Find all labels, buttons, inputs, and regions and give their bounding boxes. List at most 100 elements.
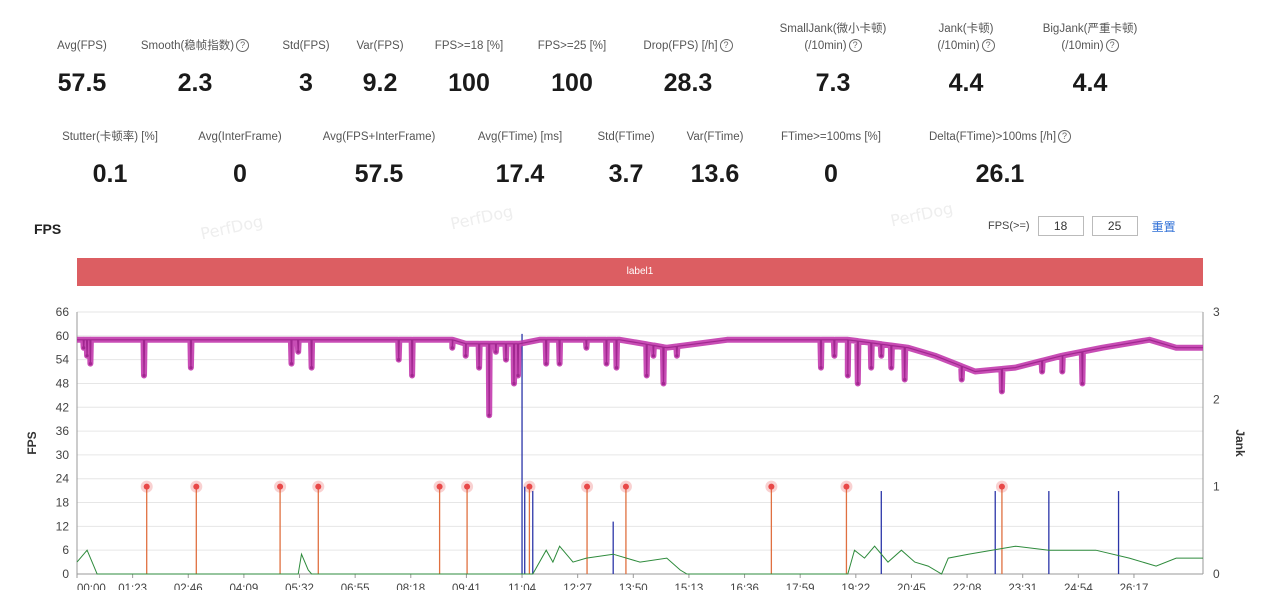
metric-std-ftime: Std(FTime) 3.7 — [588, 129, 664, 189]
metric-label: BigJank(严重卡顿) — [1042, 23, 1138, 35]
metric-value: 13.6 — [690, 160, 740, 188]
help-icon[interactable]: ? — [1058, 130, 1072, 144]
metric-small-jank: SmallJank(微小卡顿) (/10min)? 7.3 — [760, 21, 906, 98]
bigjank-marker — [277, 483, 284, 490]
metric-ftime-100ms: FTime>=100ms [%] 0 — [766, 129, 896, 189]
y2-tick-label: 2 — [1213, 392, 1220, 406]
y2-tick-label: 3 — [1213, 305, 1220, 319]
fps-dip-point — [661, 381, 666, 386]
y-tick-label: 42 — [56, 400, 70, 414]
x-tick-label: 23:31 — [1008, 583, 1037, 590]
help-icon[interactable]: ? — [719, 39, 733, 53]
fps-dip-point — [604, 362, 609, 366]
y-tick-label: 66 — [56, 305, 70, 319]
metric-label: Delta(FTime)>100ms [/h] — [928, 131, 1057, 143]
y-tick-label: 36 — [56, 424, 70, 438]
x-tick-label: 26:17 — [1120, 583, 1149, 590]
metric-value: 4.4 — [948, 69, 984, 97]
metric-avg-interframe: Avg(InterFrame) 0 — [184, 129, 296, 189]
fps-dip-point — [516, 373, 520, 378]
x-tick-label: 01:23 — [118, 583, 147, 590]
x-tick-label: 22:08 — [953, 583, 982, 590]
metric-label-unit: (/10min) — [1061, 40, 1104, 52]
metric-value: 0 — [824, 160, 838, 188]
metric-label: FPS>=18 [%] — [434, 40, 504, 52]
fps-dip-point — [450, 346, 454, 350]
metric-value: 2.3 — [177, 69, 213, 97]
metric-value: 28.3 — [663, 69, 713, 97]
section-title: FPS — [34, 221, 62, 237]
fps-dip-point — [889, 365, 893, 370]
help-icon[interactable]: ? — [236, 39, 250, 53]
label-bar[interactable]: label1 — [77, 258, 1203, 286]
metric-label: Stutter(卡顿率) [%] — [62, 131, 158, 143]
y2-axis-label: Jank — [1233, 429, 1247, 457]
fps-dip-point — [289, 362, 294, 366]
metric-label-unit: (/10min) — [804, 40, 847, 52]
metric-label: Avg(FPS) — [57, 40, 107, 52]
fps-dip-point — [584, 346, 588, 350]
fps-dip-point — [675, 354, 679, 358]
fps-line — [77, 339, 1203, 416]
help-icon[interactable]: ? — [1105, 39, 1119, 53]
x-tick-label: 17:59 — [786, 583, 815, 590]
fps-dip-point — [464, 354, 468, 358]
fps-dip-point — [504, 358, 508, 362]
y2-tick-label: 0 — [1213, 567, 1220, 581]
x-tick-label: 11:04 — [508, 583, 537, 590]
metric-label: Var(FPS) — [356, 40, 404, 52]
watermark-3: PerfDog — [888, 198, 955, 231]
x-tick-label: 05:32 — [285, 583, 314, 590]
metric-std-fps: Std(FPS) 3 — [274, 38, 338, 98]
fps-dip-point — [651, 354, 656, 358]
fps-dip-point — [544, 362, 548, 366]
y-tick-label: 6 — [62, 543, 69, 557]
reset-button[interactable]: 重置 — [1151, 219, 1176, 234]
fps-dip-point — [960, 377, 964, 382]
fps-threshold-input-2[interactable]: 25 — [1091, 216, 1138, 236]
metric-value: 0 — [233, 160, 247, 188]
metric-value: 100 — [551, 69, 593, 97]
y-tick-label: 60 — [56, 329, 70, 343]
x-tick-label: 15:13 — [675, 583, 704, 590]
fps-dip-point — [1000, 389, 1004, 393]
metric-label-unit: (/10min) — [937, 40, 980, 52]
fps-dip-point — [869, 365, 873, 370]
metric-label: SmallJank(微小卡顿) — [779, 23, 887, 35]
metric-label: FPS>=25 [%] — [537, 40, 607, 52]
x-tick-label: 09:41 — [452, 583, 481, 590]
bigjank-marker — [526, 483, 533, 490]
metric-value: 26.1 — [975, 160, 1025, 188]
metric-value: 3 — [299, 69, 313, 97]
metric-value: 100 — [448, 69, 490, 97]
fps-dip-point — [832, 354, 836, 358]
fps-dip-point — [82, 346, 86, 350]
bigjank-marker — [436, 483, 443, 490]
fps-dip-point — [1060, 369, 1064, 374]
metric-label: Avg(FPS+InterFrame) — [322, 131, 436, 143]
fps-dip-point — [397, 358, 401, 362]
metric-var-ftime: Var(FTime) 13.6 — [676, 129, 754, 189]
bigjank-marker — [768, 483, 775, 490]
fps-dip-point — [296, 350, 300, 354]
metric-value: 4.4 — [1072, 69, 1108, 97]
fps-dip-point — [487, 413, 491, 417]
bigjank-marker — [315, 483, 322, 490]
x-tick-label: 06:55 — [341, 583, 370, 590]
x-tick-label: 02:46 — [174, 583, 203, 590]
fps-dip-point — [512, 381, 516, 386]
x-tick-label: 24:54 — [1064, 583, 1093, 590]
metric-label: Jank(卡顿) — [938, 23, 994, 35]
fps-dip-point — [645, 373, 649, 378]
metric-label: FTime>=100ms [%] — [781, 131, 881, 143]
metric-value: 3.7 — [608, 160, 644, 188]
fps-threshold-input-1[interactable]: 18 — [1037, 216, 1084, 236]
bigjank-marker — [998, 483, 1005, 490]
metric-fps-18: FPS>=18 [%] 100 — [424, 38, 514, 98]
y-tick-label: 12 — [56, 519, 70, 533]
watermark-1: PerfDog — [198, 211, 265, 244]
help-icon[interactable]: ? — [848, 39, 862, 53]
x-tick-label: 20:45 — [897, 583, 926, 590]
help-icon[interactable]: ? — [981, 39, 995, 53]
